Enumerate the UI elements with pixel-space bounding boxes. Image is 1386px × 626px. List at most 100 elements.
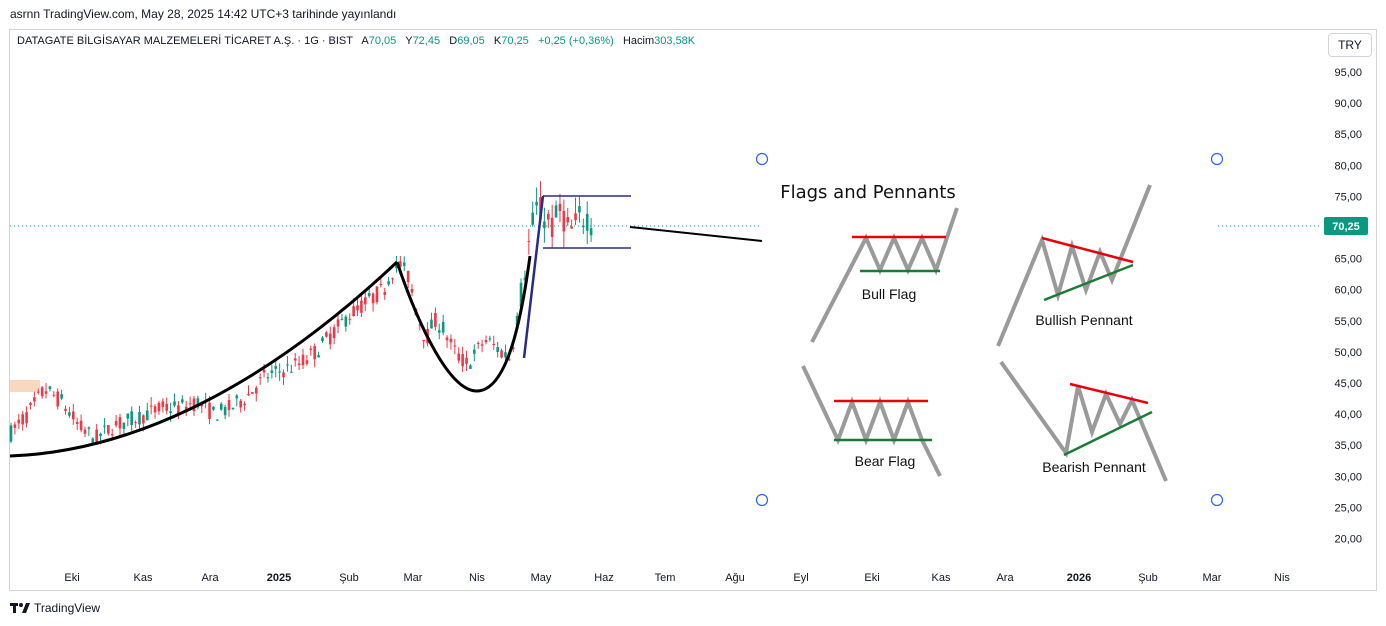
candle-body xyxy=(535,201,538,206)
image-resize-handle xyxy=(1210,493,1224,507)
bull-flag-shape xyxy=(810,207,959,343)
candle-body xyxy=(562,210,566,232)
candle-body xyxy=(134,422,137,424)
candle-body xyxy=(243,403,246,406)
candle-body xyxy=(395,262,398,269)
chart-frame xyxy=(9,29,1377,591)
y-tick-label: 80,00 xyxy=(1334,160,1362,172)
candle-body xyxy=(278,371,281,373)
candle-body xyxy=(177,405,180,415)
y-tick-label: 45,00 xyxy=(1334,378,1362,390)
candle-body xyxy=(266,377,270,379)
candle-body xyxy=(126,413,130,419)
candle-body xyxy=(95,429,98,444)
candle-body xyxy=(110,434,114,436)
flags-pennants-title: Flags and Pennants xyxy=(780,182,955,203)
candle-body xyxy=(290,371,293,373)
bearish-pennant-shape xyxy=(999,360,1168,482)
candle-body xyxy=(173,401,176,406)
candle-body xyxy=(223,407,227,416)
candle-body xyxy=(79,420,83,431)
candle-body xyxy=(29,403,32,406)
candle-body xyxy=(578,206,581,213)
candle-body xyxy=(422,340,425,342)
currency-button[interactable]: TRY xyxy=(1328,33,1372,57)
y-tick-label: 95,00 xyxy=(1334,67,1362,79)
candle-body xyxy=(546,213,550,220)
candle-body xyxy=(437,330,441,333)
candle-body xyxy=(511,347,515,349)
candle-body xyxy=(352,306,355,317)
bullish-pennant-top-line xyxy=(1041,236,1134,264)
candle-body xyxy=(317,355,320,358)
candle-body xyxy=(391,278,394,280)
candle-body xyxy=(251,392,254,394)
candle-body xyxy=(301,354,305,366)
candle-body xyxy=(465,357,468,364)
x-tick-label: May xyxy=(531,572,552,584)
candle-body xyxy=(56,391,60,407)
open-value: 70,05 xyxy=(368,35,397,47)
candle-body xyxy=(305,360,309,364)
candle-body xyxy=(430,319,433,329)
candle-body xyxy=(145,410,149,421)
publication-line: asrnn TradingView.com, May 28, 2025 14:4… xyxy=(10,7,397,21)
candle-body xyxy=(484,339,488,343)
candle-body xyxy=(254,387,258,394)
candle-body xyxy=(550,217,554,237)
x-tick-label: Mar xyxy=(1203,572,1222,584)
candle-body xyxy=(554,205,558,218)
candle-body xyxy=(142,415,145,424)
candle-body xyxy=(9,425,13,442)
last-price-label: 70,25 xyxy=(1332,221,1360,233)
candle-body xyxy=(383,291,387,295)
candle-body xyxy=(270,370,274,374)
candle-body xyxy=(13,424,17,428)
candle-body xyxy=(480,344,484,346)
candle-body xyxy=(515,315,519,326)
candle-body xyxy=(375,286,379,303)
close-value: 70,25 xyxy=(501,35,529,47)
candle-body xyxy=(64,408,67,411)
bullish-pennant-label: Bullish Pennant xyxy=(1035,312,1132,328)
candle-body xyxy=(75,421,79,425)
candle-body xyxy=(523,277,527,281)
candle-body xyxy=(91,438,95,445)
candle-body xyxy=(434,313,437,327)
symbol-name[interactable]: DATAGATE BİLGİSAYAR MALZEMELERİ TİCARET … xyxy=(17,35,353,47)
candle-body xyxy=(582,225,585,228)
footer-brand[interactable]: TradingView xyxy=(10,601,100,615)
candle-body xyxy=(453,345,457,347)
y-tick-label: 25,00 xyxy=(1334,502,1362,514)
candle-body xyxy=(52,394,56,396)
x-tick-label: Eki xyxy=(864,572,879,584)
tradingview-logo-icon xyxy=(10,603,30,613)
candle-body xyxy=(558,203,562,211)
candle-body xyxy=(527,241,531,243)
volume-value: 303,58K xyxy=(654,35,696,47)
high-label: Y xyxy=(405,35,413,47)
bearish-pennant-top-line xyxy=(1069,382,1149,405)
candle-body xyxy=(235,395,239,399)
candle-body xyxy=(118,417,122,429)
candle-body xyxy=(363,297,367,305)
bearish-pennant-label: Bearish Pennant xyxy=(1042,459,1146,475)
candle-body xyxy=(196,398,200,408)
flag-pole-line xyxy=(522,195,545,359)
candle-body xyxy=(313,346,316,360)
candle-body xyxy=(87,427,91,429)
highlight-zone xyxy=(10,380,40,392)
candle-body xyxy=(488,338,492,340)
candle-body xyxy=(340,318,344,320)
candle-body xyxy=(107,425,110,434)
candle-body xyxy=(473,349,476,354)
candle-body xyxy=(36,391,40,393)
candle-body xyxy=(208,402,211,420)
symbol-legend: DATAGATE BİLGİSAYAR MALZEMELERİ TİCARET … xyxy=(17,35,695,47)
y-tick-label: 30,00 xyxy=(1334,471,1362,483)
y-tick-label: 35,00 xyxy=(1334,440,1362,452)
candle-body xyxy=(188,403,192,405)
candle-body xyxy=(258,377,262,379)
x-tick-label: 2025 xyxy=(267,572,291,584)
